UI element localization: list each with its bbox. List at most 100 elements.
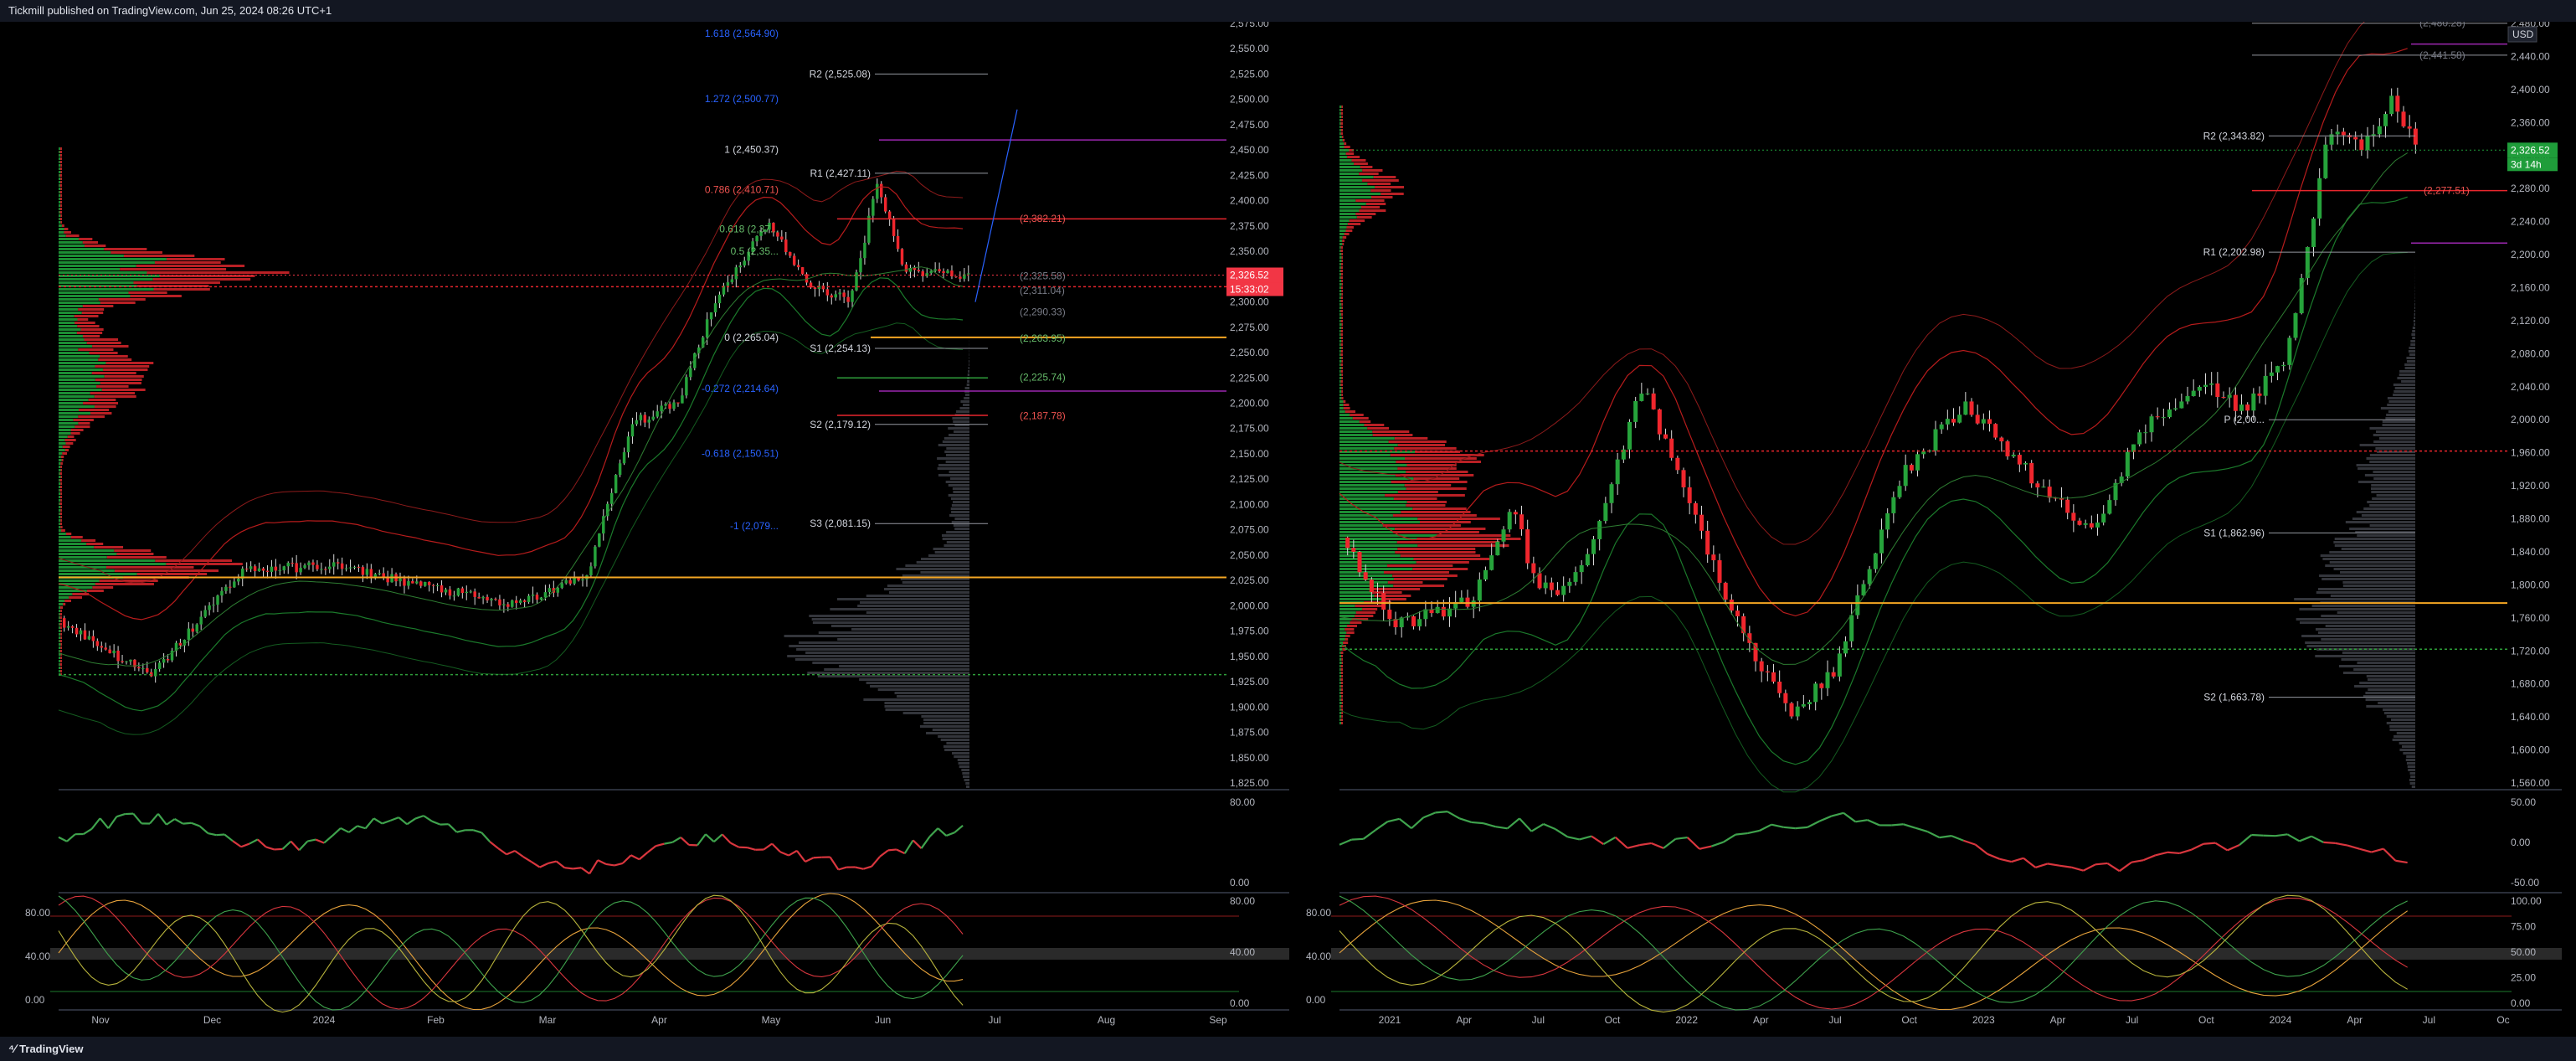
candle-body (419, 581, 422, 585)
volume-profile-bar (2377, 494, 2415, 497)
volume-profile-bar (1341, 353, 1343, 356)
candle-body (933, 269, 936, 270)
volume-profile-bar (1375, 186, 1404, 188)
candle-body (1387, 610, 1391, 619)
volume-profile-bar (946, 461, 969, 463)
tradingview-brand[interactable]: TradingView (19, 1043, 83, 1055)
volume-profile-bar (2391, 718, 2415, 721)
volume-profile-bar (1342, 662, 1343, 664)
rsi-line (888, 849, 897, 850)
volume-profile-bar (1339, 504, 1406, 507)
candle-body (872, 199, 874, 216)
volume-profile-bar (1341, 712, 1343, 714)
right-chart-pane[interactable]: 2,480.002,440.002,400.002,360.002,320.00… (1306, 22, 2562, 1026)
volume-profile-bar (2376, 430, 2415, 433)
candle-body (1885, 513, 1890, 529)
volume-profile-bar (902, 581, 969, 584)
volume-profile-bar (1339, 427, 1367, 430)
volume-profile-bar (2414, 303, 2415, 306)
volume-profile-bar (59, 670, 60, 672)
candle-body (2018, 455, 2022, 465)
volume-profile-bar (1341, 350, 1343, 353)
volume-profile-bar (81, 539, 95, 542)
volume-profile-bar (2369, 504, 2415, 507)
volume-profile-bar (1357, 216, 1372, 219)
volume-profile-bar (59, 191, 60, 193)
candle-body (100, 646, 103, 647)
volume-profile-bar (1345, 638, 1348, 641)
rsi-line (1699, 847, 1711, 849)
volume-profile-bar (1339, 394, 1341, 396)
volume-profile-bar (1341, 320, 1343, 322)
volume-profile-bar (1339, 290, 1341, 292)
volume-profile-bar (1341, 698, 1343, 701)
candle-body (2258, 394, 2262, 396)
candle-body (2173, 408, 2178, 409)
candle-body (1940, 425, 1944, 430)
stoch-tick-right: 0.00 (1230, 997, 1250, 1009)
rsi-line (1495, 827, 1507, 828)
volume-profile-bar (59, 492, 60, 495)
candle-body (1904, 465, 1908, 486)
volume-profile-bar (106, 566, 193, 569)
pivot-label: R2 (2,525.08) (810, 68, 871, 80)
volume-profile-bar (1339, 487, 1406, 490)
volume-profile-bar (1340, 270, 1343, 272)
candle-body (842, 292, 845, 296)
rsi-line (1411, 817, 1423, 828)
volume-profile-bar (84, 338, 118, 341)
volume-profile-bar (59, 526, 60, 528)
volume-profile-bar (1339, 350, 1341, 353)
volume-profile-bar (1374, 176, 1396, 178)
volume-profile-bar (105, 375, 144, 378)
volume-profile-bar (59, 489, 60, 492)
time-tick-label: 2022 (1675, 1014, 1698, 1026)
tradingview-logo-icon[interactable]: ⁴∕ (8, 1042, 19, 1055)
volume-profile-bar (59, 365, 95, 368)
volume-profile-bar (1339, 444, 1398, 446)
rsi-line (1508, 818, 1519, 828)
volume-profile-bar (78, 348, 113, 351)
volume-profile-bar (59, 610, 60, 612)
candle-body (71, 626, 74, 628)
volume-profile-bar (946, 481, 969, 483)
volume-profile-bar (77, 332, 102, 334)
candle-body (1597, 521, 1602, 539)
volume-profile-bar (889, 591, 969, 594)
volume-profile-bar (59, 616, 60, 619)
candle-body (1633, 401, 1638, 422)
volume-profile-bar (2414, 313, 2415, 316)
volume-profile-bar (954, 524, 969, 527)
volume-profile-bar (1340, 122, 1343, 125)
volume-profile-bar (2412, 330, 2415, 332)
volume-profile-bar (59, 630, 61, 632)
volume-profile-bar (949, 494, 969, 497)
volume-profile-bar (2362, 514, 2415, 517)
volume-profile-bar (1341, 112, 1343, 115)
volume-profile-bar (60, 184, 62, 187)
volume-profile-bar (59, 499, 60, 502)
candle-body (324, 569, 326, 570)
pivot-label: S2 (1,663.78) (2203, 692, 2265, 703)
volume-profile-bar (1352, 159, 1366, 162)
volume-profile-bar (1341, 363, 1343, 366)
candle-body (1574, 572, 1578, 582)
volume-profile-bar (962, 772, 969, 775)
rsi-line (897, 849, 905, 853)
price-badge-text: 2,326.52 (2511, 144, 2550, 156)
volume-profile-bar (1339, 484, 1405, 487)
volume-profile-bar (1339, 139, 1343, 142)
volume-profile-bar (1339, 561, 1417, 564)
volume-profile-bar (92, 372, 136, 374)
volume-profile-bar (2342, 581, 2415, 584)
chart-canvas[interactable]: 2,575.002,550.002,525.002,500.002,475.00… (0, 22, 2576, 1037)
volume-profile-bar (1346, 152, 1354, 155)
candle-body (470, 591, 472, 592)
volume-profile-bar (2387, 722, 2415, 724)
left-chart-pane[interactable]: 2,575.002,550.002,525.002,500.002,475.00… (25, 22, 1289, 1026)
price-tick-label: 2,080.00 (2511, 348, 2550, 359)
volume-profile-bar (115, 569, 219, 572)
volume-profile-bar (824, 668, 969, 671)
volume-profile-bar (1353, 417, 1369, 420)
stoch-band (50, 948, 1289, 960)
